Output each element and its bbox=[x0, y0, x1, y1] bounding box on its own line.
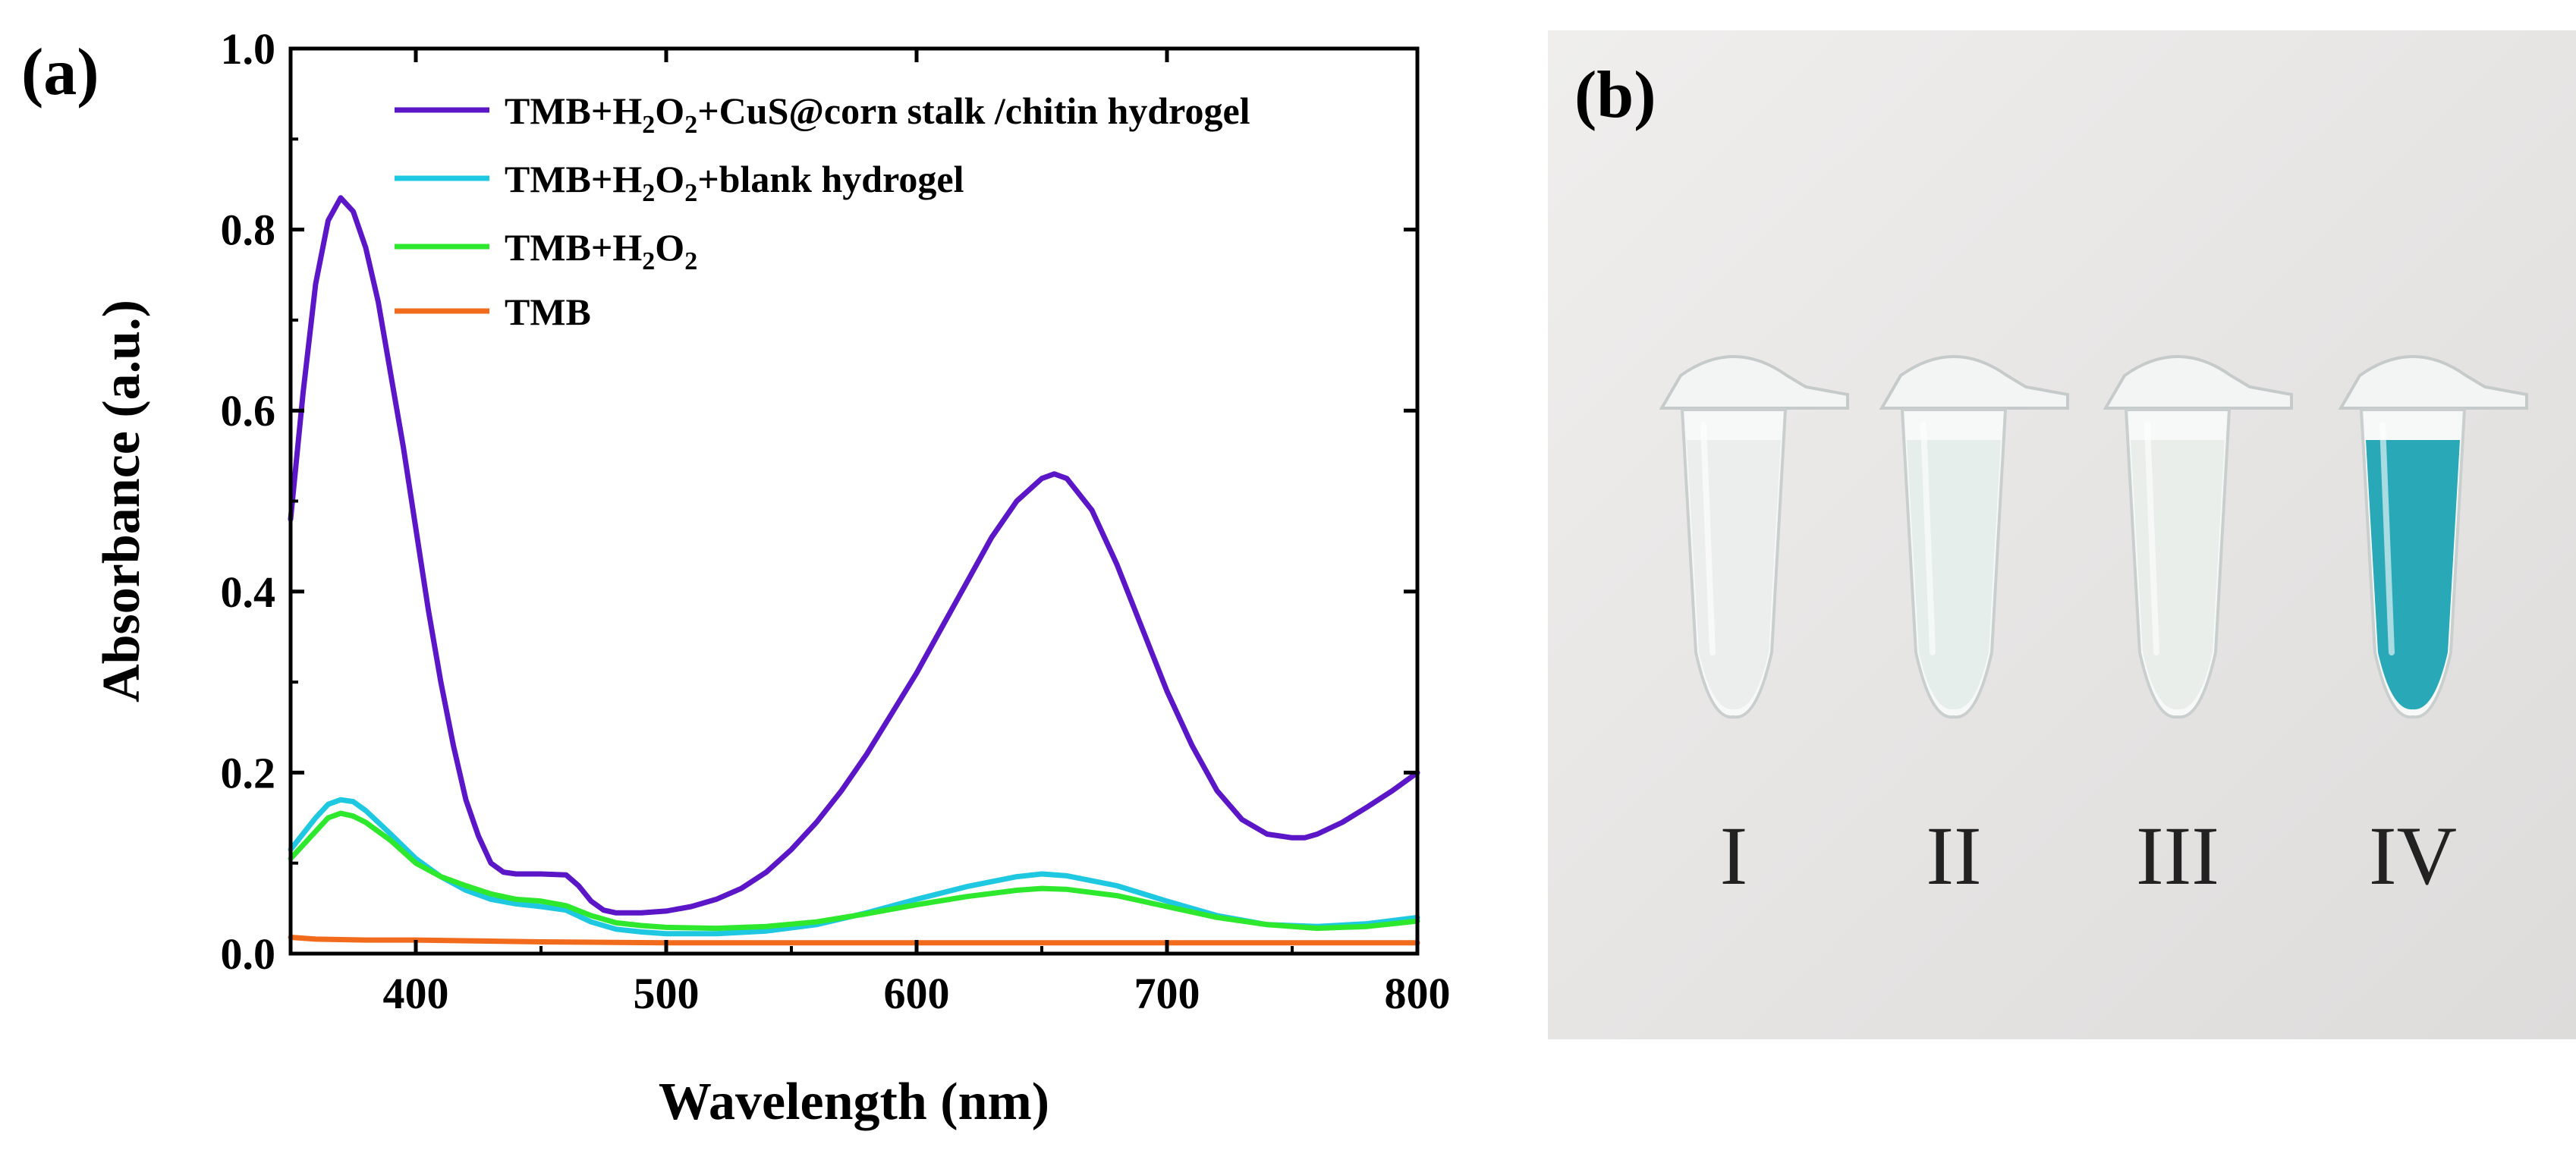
series-line-4 bbox=[288, 935, 1420, 946]
tube-lid bbox=[2338, 355, 2528, 410]
y-tick-label: 0.4 bbox=[221, 567, 276, 617]
series-line-1 bbox=[288, 195, 1420, 916]
series-line-2 bbox=[288, 797, 1420, 937]
x-axis: 400 500 600 700 800 bbox=[289, 49, 1451, 1018]
tube-photo: I II III IV bbox=[1548, 30, 2576, 1039]
series-line-3 bbox=[288, 810, 1420, 932]
legend: TMB+H2O2+CuS@corn stalk /chitin hydrogel… bbox=[395, 90, 1250, 333]
tube-label-1: I bbox=[1720, 809, 1748, 902]
legend-label-2: TMB+H2O2+blank hydrogel bbox=[505, 158, 964, 207]
y-axis: 0.0 0.2 0.4 0.6 0.8 1.0 bbox=[221, 24, 1417, 979]
y-axis-title: Absorbance (a.u.) bbox=[93, 300, 151, 703]
legend-label-1: TMB+H2O2+CuS@corn stalk /chitin hydrogel bbox=[505, 90, 1250, 139]
tube-label-3: III bbox=[2136, 809, 2219, 902]
x-tick-label: 600 bbox=[884, 969, 950, 1018]
tube-2 bbox=[1879, 355, 2069, 719]
tube-highlight bbox=[2379, 422, 2395, 655]
tube-label-2: II bbox=[1926, 809, 1981, 902]
y-tick-label: 0.0 bbox=[221, 929, 276, 979]
tube-highlight bbox=[2144, 422, 2159, 655]
tube-lid bbox=[2103, 355, 2293, 410]
series-lines bbox=[288, 195, 1420, 946]
x-tick-label: 400 bbox=[383, 969, 449, 1018]
y-tick-label: 0.8 bbox=[221, 206, 276, 255]
panel-a-label: (a) bbox=[21, 36, 99, 109]
tube-3 bbox=[2103, 355, 2293, 719]
tube-highlight bbox=[1700, 422, 1716, 655]
tube-lid bbox=[1879, 355, 2069, 410]
x-tick-label: 700 bbox=[1134, 969, 1200, 1018]
tube-4 bbox=[2338, 355, 2528, 719]
x-axis-title: Wavelength (nm) bbox=[659, 1073, 1049, 1131]
tube-1 bbox=[1659, 355, 1849, 719]
legend-label-4: TMB bbox=[505, 291, 591, 333]
y-tick-label: 1.0 bbox=[221, 24, 276, 74]
absorbance-chart: 400 500 600 700 800 0.0 0.2 0.4 0.6 0.8 1.0 Wavelen… bbox=[93, 24, 1451, 1131]
y-tick-label: 0.2 bbox=[221, 748, 276, 797]
tube-photo-drawing: I II III IV bbox=[1548, 30, 2576, 1039]
tube-lid bbox=[1659, 355, 1849, 410]
panel-b-label: (b) bbox=[1574, 58, 1656, 132]
x-tick-label: 800 bbox=[1385, 969, 1451, 1018]
legend-label-3: TMB+H2O2 bbox=[505, 226, 697, 275]
x-tick-label: 500 bbox=[634, 969, 700, 1018]
tube-label-4: IV bbox=[2369, 809, 2457, 902]
y-tick-label: 0.6 bbox=[221, 386, 276, 435]
tube-highlight bbox=[1920, 422, 1936, 655]
